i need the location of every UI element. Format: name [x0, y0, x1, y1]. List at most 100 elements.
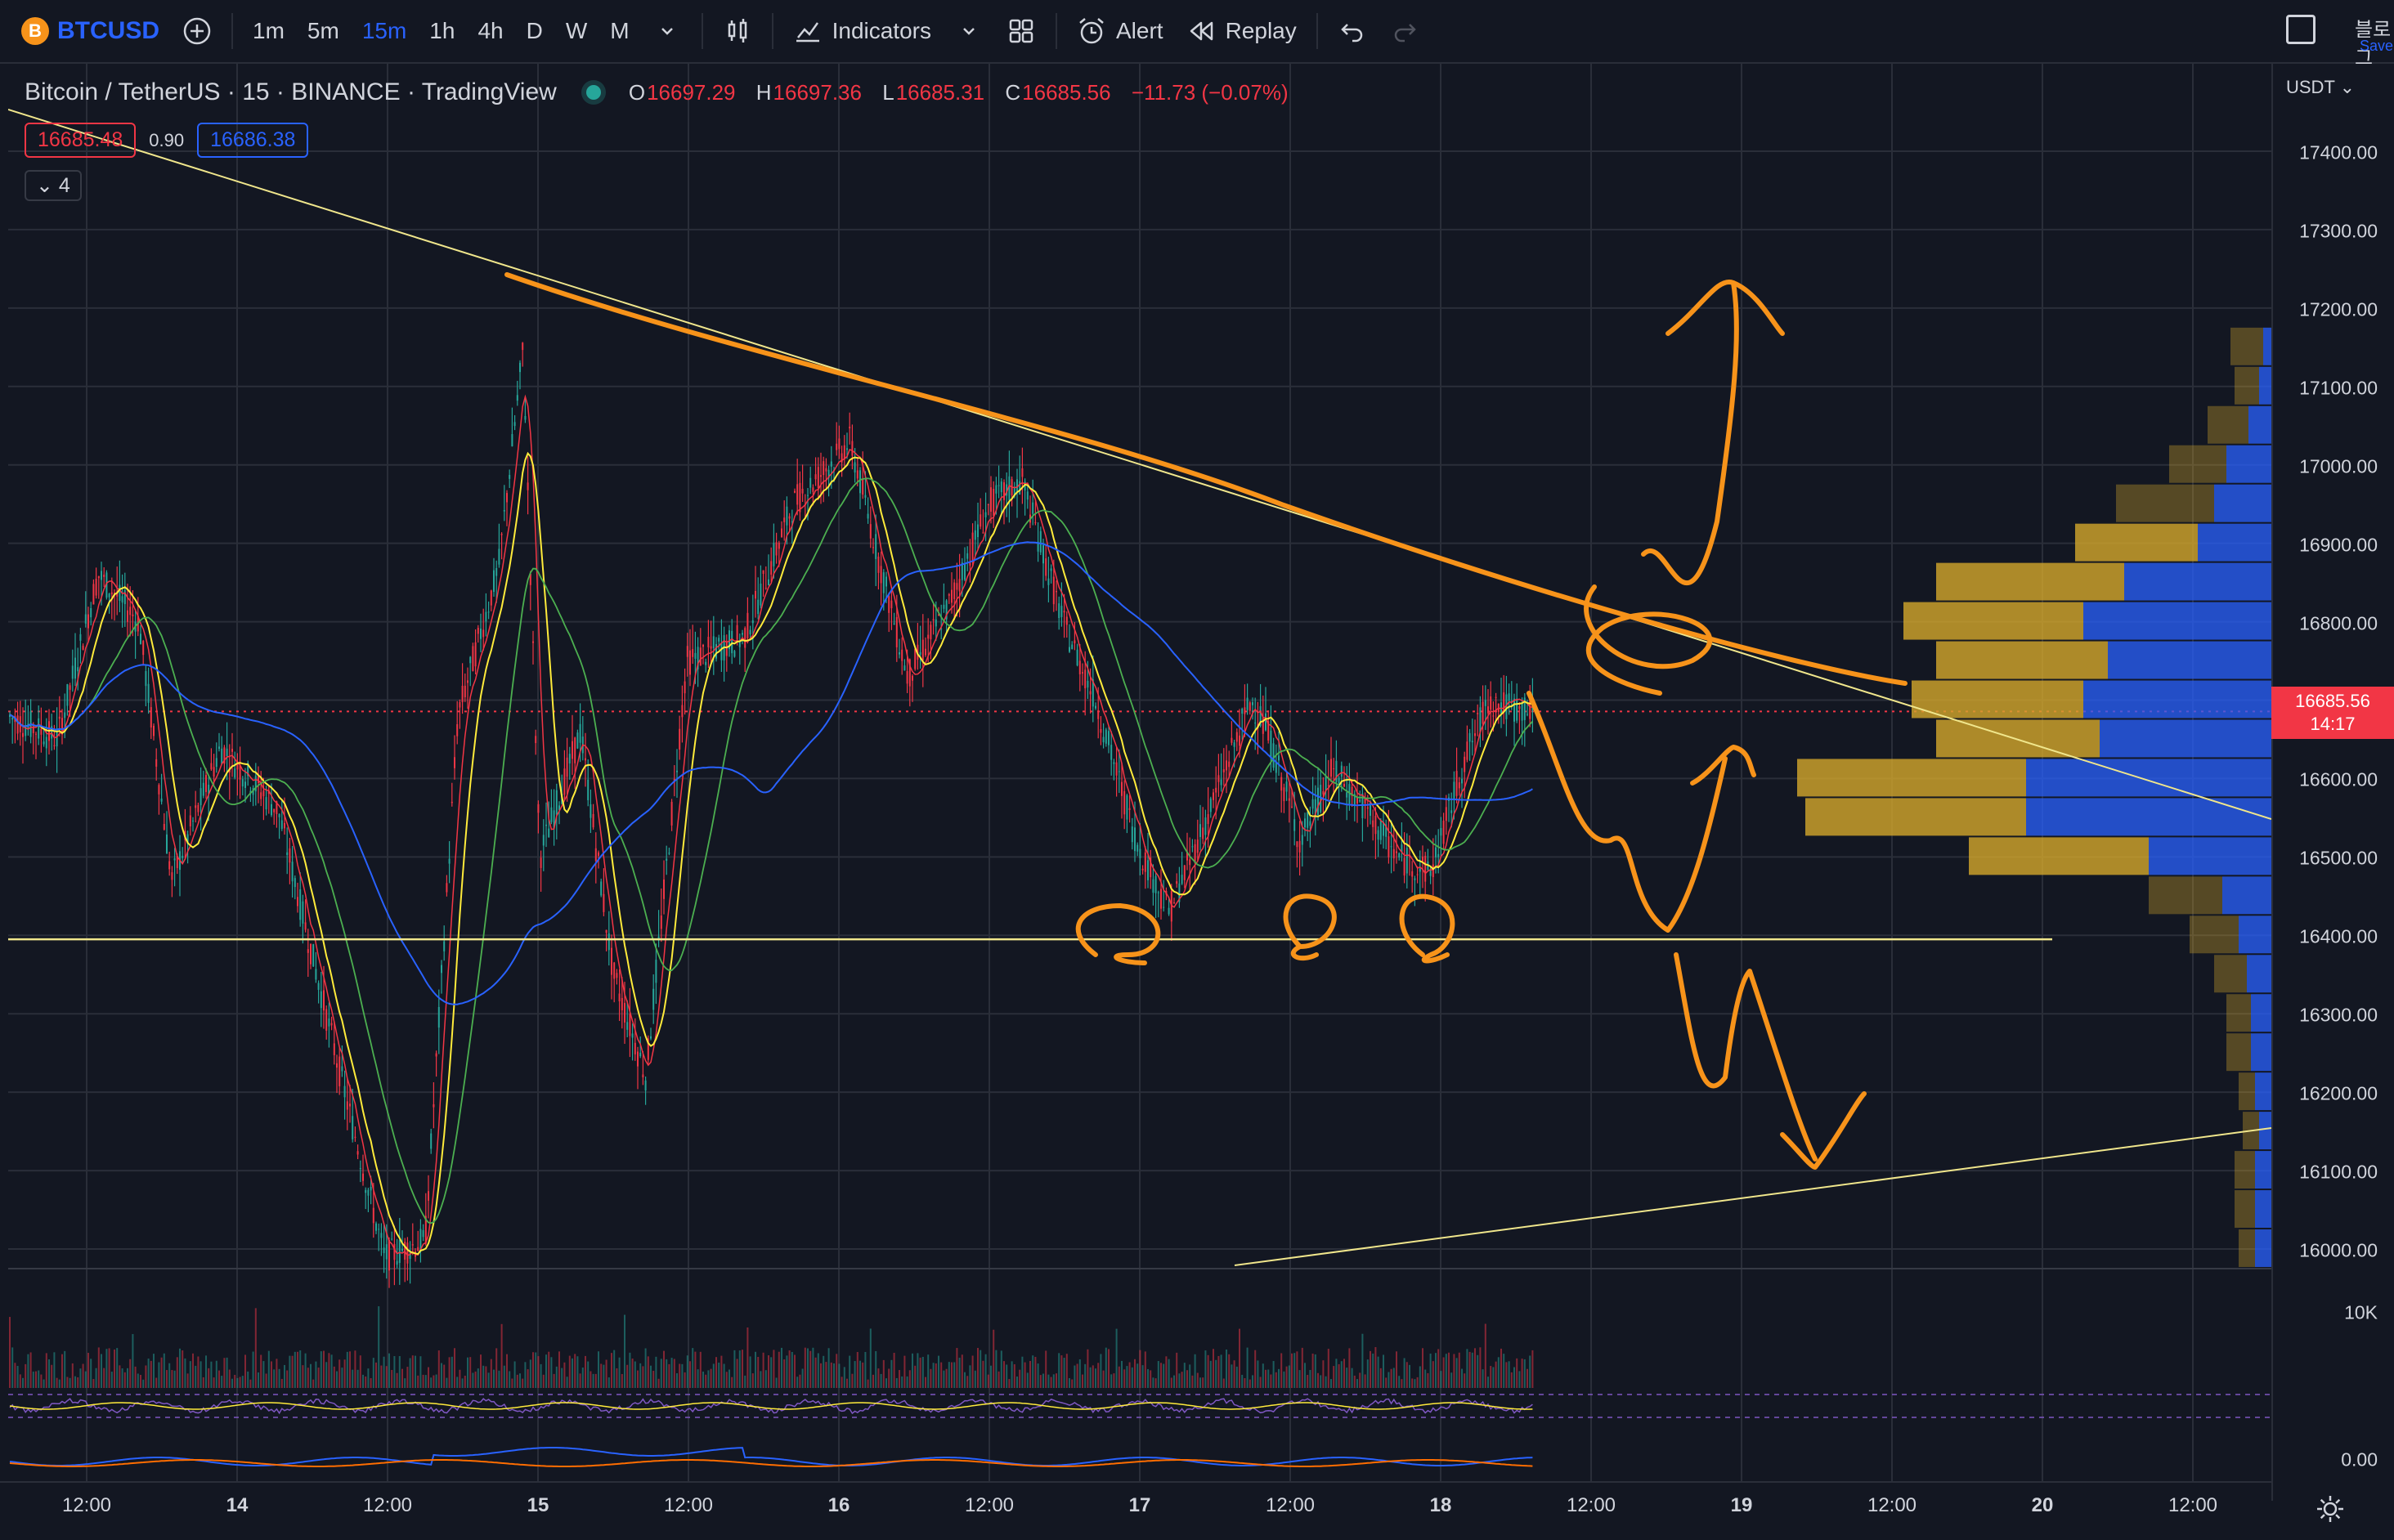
descending-trendline[interactable]: [8, 109, 2271, 820]
volume-profile-sell-bar: [1936, 719, 2100, 758]
volume-bar: [598, 1351, 599, 1388]
candle-body: [603, 893, 605, 912]
candle-body: [585, 758, 586, 761]
fullscreen-icon[interactable]: [2286, 15, 2316, 44]
volume-profile-sell-bar: [1797, 759, 2026, 797]
volume-bar: [260, 1354, 262, 1388]
candle-body: [472, 646, 474, 671]
volume-bar: [796, 1377, 799, 1388]
candle-body: [1307, 812, 1309, 828]
candle-body: [566, 757, 568, 777]
alert-button[interactable]: Alert: [1065, 0, 1175, 62]
timeframe-15m[interactable]: 15m: [361, 18, 407, 43]
time-axis-label: 12:00: [1566, 1494, 1616, 1516]
replay-button[interactable]: Replay: [1175, 0, 1308, 62]
volume-bar: [1134, 1359, 1136, 1388]
candle-body: [607, 933, 610, 951]
volume-bar: [388, 1353, 390, 1388]
layout-button[interactable]: [995, 0, 1047, 62]
candle-body: [467, 680, 468, 683]
volume-bar: [461, 1378, 464, 1388]
candle-body: [195, 805, 197, 808]
volume-bar: [1003, 1361, 1005, 1388]
indicators-button[interactable]: Indicators: [782, 0, 943, 62]
volume-bar: [375, 1362, 377, 1388]
candle-body: [1092, 679, 1094, 707]
moving-average-line: [9, 477, 1534, 1224]
volume-bar: [1019, 1369, 1021, 1388]
timeframe-4h[interactable]: 4h: [477, 18, 504, 43]
volume-profile-buy-bar: [2214, 484, 2271, 522]
volume-bar: [11, 1347, 14, 1388]
candle-body: [568, 754, 571, 763]
sell-price-button[interactable]: 16685.48: [25, 123, 137, 158]
undo-button[interactable]: [1326, 0, 1379, 62]
timeframe-dropdown-button[interactable]: [641, 0, 693, 62]
indicators-dropdown-button[interactable]: [943, 0, 995, 62]
volume-bar: [715, 1357, 717, 1388]
volume-bar: [1314, 1354, 1316, 1388]
candle-body: [464, 685, 466, 698]
volume-bar: [1424, 1369, 1427, 1388]
candle-body: [744, 628, 746, 648]
volume-bar: [594, 1373, 597, 1388]
volume-bar: [1275, 1372, 1277, 1388]
redo-button[interactable]: [1379, 0, 1431, 62]
volume-bar: [561, 1368, 563, 1388]
chart-title[interactable]: Bitcoin / TetherUS · 15 · BINANCE · Trad…: [25, 78, 557, 105]
volume-profile-buy-bar: [2026, 798, 2271, 836]
timeframe-1h[interactable]: 1h: [429, 18, 455, 43]
add-symbol-button[interactable]: [171, 0, 223, 62]
volume-bar: [877, 1368, 880, 1388]
volume-bar: [182, 1350, 184, 1388]
currency-selector[interactable]: USDT ⌄: [2286, 77, 2356, 97]
buy-price-button[interactable]: 16686.38: [197, 123, 309, 158]
timeframe-1m[interactable]: 1m: [253, 18, 285, 43]
candle-body: [35, 733, 37, 735]
volume-bar: [535, 1352, 537, 1388]
candle-body: [323, 990, 325, 1011]
time-axis[interactable]: 12:00 14 12:00 15 12:00 16 12:00 17 12:00 18 12:00…: [0, 1481, 2271, 1540]
candle-body: [1078, 660, 1081, 674]
save-sublabel[interactable]: Save: [2360, 38, 2394, 54]
candle-body: [710, 646, 712, 649]
timeframe-d[interactable]: D: [526, 18, 543, 43]
timeframe-5m[interactable]: 5m: [307, 18, 339, 43]
candle-body: [258, 776, 259, 783]
candle-body: [987, 504, 989, 505]
market-status-icon[interactable]: [585, 85, 601, 100]
candle-body: [925, 648, 926, 656]
price-axis[interactable]: 17400.00 17300.00 17200.00 17100.00 17000.00…: [2271, 64, 2394, 1501]
volume-bar: [267, 1350, 270, 1388]
ascending-trendline[interactable]: [1234, 1127, 2271, 1266]
indicators-collapse-button[interactable]: ⌄ 4: [25, 170, 82, 201]
candle-body: [930, 625, 932, 640]
candle-body: [749, 629, 751, 635]
volume-bar: [626, 1364, 629, 1388]
candle-body: [794, 490, 796, 493]
chart-type-button[interactable]: [711, 0, 764, 62]
price-axis-label: 17100.00: [2299, 377, 2378, 399]
candle-body: [422, 1229, 424, 1238]
candle-body: [592, 813, 594, 828]
gear-icon[interactable]: [2314, 1493, 2347, 1525]
volume-bar: [1110, 1374, 1113, 1388]
volume-bar: [79, 1368, 82, 1388]
candle-body: [409, 1252, 411, 1260]
candle-body: [1364, 798, 1366, 804]
volume-bar: [64, 1350, 66, 1388]
volume-profile-sell-bar: [1805, 798, 2026, 836]
symbol-search-button[interactable]: B BTCUSD: [0, 0, 171, 62]
timeframe-w[interactable]: W: [565, 18, 588, 43]
volume-profile-sell-bar: [2239, 1229, 2255, 1267]
candle-body: [964, 564, 966, 580]
volume-bar: [346, 1351, 348, 1388]
timeframe-m[interactable]: M: [610, 18, 630, 43]
price-chart-canvas[interactable]: [8, 64, 2271, 1501]
volume-bar: [349, 1351, 351, 1388]
volume-bar: [61, 1354, 63, 1388]
volume-bar: [890, 1359, 893, 1388]
volume-bar: [1327, 1349, 1329, 1388]
save-label[interactable]: 블로그: [2355, 19, 2392, 69]
volume-bar: [338, 1359, 341, 1388]
